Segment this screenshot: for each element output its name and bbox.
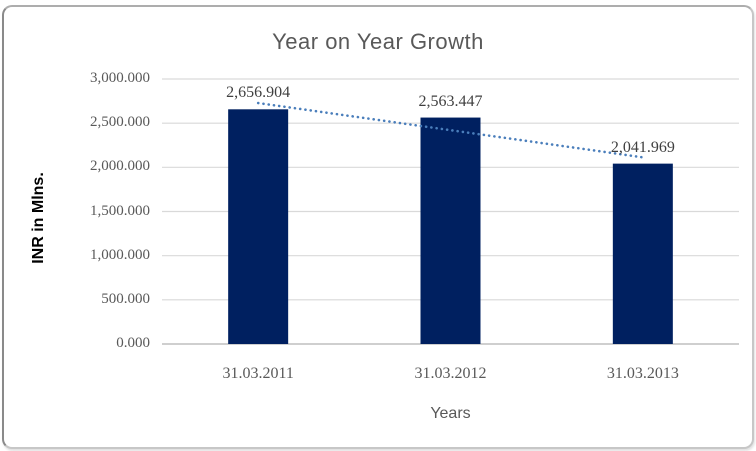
- y-tick-label: 2,000.000: [90, 158, 150, 175]
- y-tick-label: 500.000: [101, 290, 150, 307]
- data-label: 2,563.447: [418, 92, 483, 110]
- y-tick-label: 3,000.000: [90, 70, 150, 86]
- y-axis-title: INR in Mlns.: [30, 172, 47, 264]
- bar-31.03.2011: [228, 109, 289, 344]
- chart-title: Year on Year Growth: [272, 29, 484, 54]
- x-tick-label: 31.03.2013: [606, 365, 679, 382]
- y-tick-label: 2,500.000: [90, 114, 150, 131]
- trendline: [256, 101, 645, 159]
- y-tick-label: 0.000: [116, 335, 150, 351]
- x-tick-label: 31.03.2012: [414, 365, 487, 382]
- x-axis-title: Years: [430, 405, 471, 422]
- plot-area: [162, 78, 739, 345]
- chart-area: Year on Year Growth 0.000 500.000 1,000.00…: [2, 5, 754, 449]
- bar-31.03.2012: [420, 117, 481, 344]
- y-tick-label: 1,000.000: [90, 246, 150, 263]
- data-label: 2,041.969: [610, 138, 675, 156]
- data-label: 2,656.904: [226, 84, 291, 102]
- y-tick-label: 1,500.000: [90, 202, 150, 219]
- x-tick-label: 31.03.2011: [222, 365, 294, 382]
- bar-31.03.2013: [612, 163, 673, 344]
